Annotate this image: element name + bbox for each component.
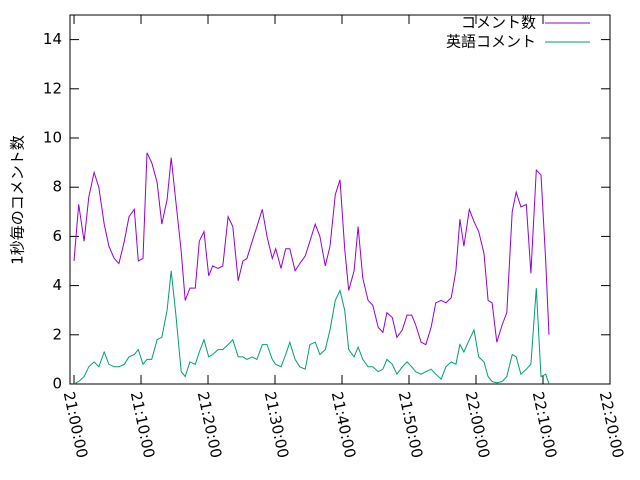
- x-tick-label: 22:00:00: [462, 390, 494, 460]
- y-axis-label: 1秒毎のコメント数: [9, 135, 27, 265]
- series-line: [73, 270, 550, 385]
- y-tick-label: 2: [52, 325, 62, 343]
- y-tick-label: 6: [52, 227, 62, 245]
- x-tick-label: 21:40:00: [328, 390, 360, 460]
- plot-frame: [69, 14, 611, 385]
- x-tick-label: 21:50:00: [395, 390, 427, 460]
- y-tick-label: 0: [52, 375, 62, 393]
- y-tick-label: 10: [43, 129, 62, 147]
- x-tick-label: 21:20:00: [194, 390, 226, 460]
- x-tick-label: 21:00:00: [60, 390, 92, 460]
- y-tick-label: 4: [52, 276, 62, 294]
- y-tick-label: 14: [43, 30, 62, 48]
- legend-label: コメント数: [461, 14, 536, 32]
- x-tick-label: 22:20:00: [596, 390, 628, 460]
- x-tick-label: 21:10:00: [127, 390, 159, 460]
- y-tick-label: 8: [52, 178, 62, 196]
- y-tick-label: 12: [43, 79, 62, 97]
- legend-label: 英語コメント: [446, 33, 536, 51]
- series-line: [73, 152, 550, 346]
- x-tick-label: 22:10:00: [529, 390, 561, 460]
- x-tick-label: 21:30:00: [261, 390, 293, 460]
